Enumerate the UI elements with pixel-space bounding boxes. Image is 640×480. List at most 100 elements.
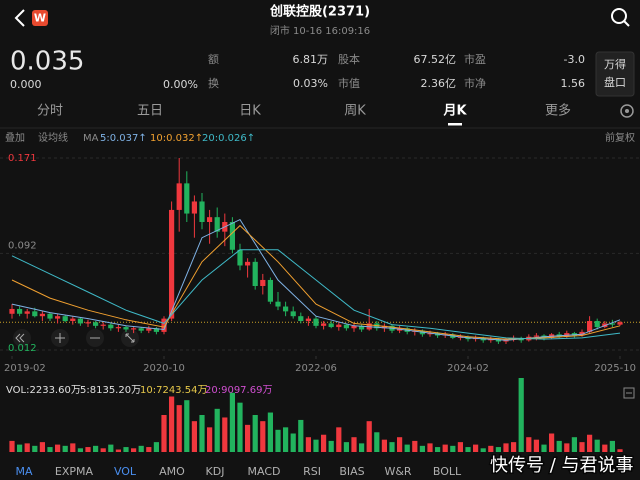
stat-label: 市净 <box>464 76 486 90</box>
indicator-tab[interactable]: RSI <box>303 465 321 478</box>
candle-body <box>328 323 334 328</box>
volume-bar <box>283 427 289 452</box>
indicator-tab[interactable]: MACD <box>248 465 281 478</box>
indicator-tab[interactable]: KDJ <box>206 465 225 478</box>
indicator-tab[interactable]: MA <box>15 465 32 478</box>
control-icon[interactable] <box>13 329 31 347</box>
stock-title: 创联控股(2371) <box>269 4 370 20</box>
volume-bar <box>237 402 243 452</box>
candle-body <box>245 261 251 266</box>
candle-body <box>146 328 152 331</box>
period-tab[interactable]: 周K <box>344 104 366 119</box>
candle-body <box>153 328 159 332</box>
price-change-pct: 0.00% <box>163 78 198 91</box>
period-tab[interactable]: 更多 <box>545 103 571 119</box>
period-tab[interactable]: 五日 <box>137 104 163 119</box>
candle-body <box>62 316 68 322</box>
search-icon <box>611 8 627 24</box>
control-icon <box>15 333 25 343</box>
search-button[interactable] <box>611 8 630 27</box>
candle-body <box>290 311 296 317</box>
volume-bar <box>488 445 494 452</box>
candle-body <box>305 318 311 322</box>
volume-bar <box>328 440 334 452</box>
candle-body <box>609 323 615 325</box>
adjust-button[interactable]: 前复权 <box>605 131 635 144</box>
market-status: 闭市 10-16 16:09:16 <box>270 24 370 37</box>
stat-label: 额 <box>208 53 219 66</box>
volume-bar <box>115 449 121 452</box>
overlay-button[interactable]: 叠加 <box>5 132 25 144</box>
control-icon <box>125 333 135 343</box>
candle-body <box>594 321 600 328</box>
zoom-controls <box>13 329 139 347</box>
volume-bar <box>252 415 258 452</box>
volume-bar <box>435 447 441 452</box>
indicator-tab[interactable]: VOL <box>114 465 137 478</box>
back-button[interactable] <box>14 9 25 27</box>
ma-line <box>11 249 621 340</box>
ma-value: 5:0.037↑ <box>100 133 147 144</box>
indicator-tab[interactable]: W&R <box>384 465 411 478</box>
volume-bar <box>412 440 418 452</box>
volume-bar <box>465 447 471 452</box>
volume-legend: 5:8135.20万 <box>80 385 141 396</box>
volume-bar <box>450 445 456 452</box>
volume-bar <box>55 444 61 452</box>
candle-body <box>237 249 243 266</box>
volume-bar <box>495 447 501 452</box>
candle-body <box>85 322 91 324</box>
candle-body <box>138 328 144 331</box>
stat-value: 1.56 <box>561 77 586 90</box>
volume-bar <box>313 439 319 452</box>
control-icon <box>55 333 65 343</box>
indicator-tab[interactable]: BIAS <box>339 465 364 478</box>
volume-bar <box>70 443 76 452</box>
indicator-tab[interactable]: AMO <box>159 465 185 478</box>
candle-body <box>533 335 539 337</box>
logo-badge <box>32 10 48 26</box>
period-tab[interactable]: 分时 <box>37 104 63 119</box>
volume-bar <box>564 443 570 452</box>
candle-body <box>267 279 273 302</box>
button-label: 盘口 <box>604 75 626 89</box>
candle-body <box>115 327 121 329</box>
volume-bar <box>85 447 91 452</box>
x-tick-label: 2025-10 <box>594 363 636 374</box>
candle-body <box>191 201 197 214</box>
volume-bar <box>480 448 486 452</box>
volume-bar <box>9 440 15 452</box>
candle-body <box>587 321 593 332</box>
set-ma-button[interactable]: 设均线 <box>38 131 68 144</box>
volume-bar <box>298 419 304 452</box>
active-tab-underline <box>448 123 462 126</box>
volume-bar <box>146 447 152 452</box>
settings-button[interactable] <box>620 104 634 118</box>
volume-bar <box>169 396 175 452</box>
candle-body <box>100 324 106 326</box>
rotate-icon[interactable] <box>623 387 635 399</box>
volume-bar <box>602 444 608 452</box>
volume-bar <box>191 421 197 452</box>
volume-bar <box>549 433 555 452</box>
volume-bar <box>442 444 448 452</box>
wind-orderbook-button[interactable]: 万得 盘口 <box>595 51 635 97</box>
indicator-tab[interactable]: BOLL <box>433 465 462 478</box>
period-tab[interactable]: 月K <box>442 104 467 119</box>
volume-bar <box>541 444 547 452</box>
indicator-tab[interactable]: EXPMA <box>55 465 94 478</box>
period-tab[interactable]: 日K <box>239 104 261 119</box>
volume-bar <box>427 443 433 452</box>
volume-bar <box>381 439 387 452</box>
candle-body <box>275 301 281 307</box>
candle-body <box>427 333 433 335</box>
candle-body <box>93 322 99 326</box>
volume-legend: 10:7243.54万 <box>140 385 207 396</box>
volume-bar <box>100 448 106 452</box>
volume-bar <box>275 429 281 452</box>
settings-icon <box>620 104 634 118</box>
volume-bar <box>533 439 539 452</box>
volume-bar <box>131 448 137 452</box>
volume-bar <box>199 415 205 452</box>
candle-body <box>77 318 83 324</box>
